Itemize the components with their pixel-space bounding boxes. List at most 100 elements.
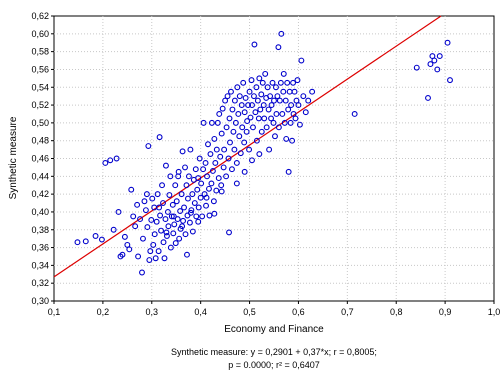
- data-point: [249, 157, 255, 164]
- data-point: [278, 30, 285, 37]
- data-point: [231, 146, 238, 153]
- data-point: [251, 93, 257, 100]
- data-point: [152, 255, 159, 262]
- data-point: [413, 64, 420, 71]
- data-point: [262, 70, 269, 77]
- data-point: [189, 191, 196, 198]
- data-point: [279, 111, 286, 117]
- data-point: [196, 155, 203, 162]
- x-tick-label: 0,2: [97, 307, 110, 317]
- data-point: [156, 204, 163, 211]
- y-tick-label: 0,48: [31, 136, 49, 146]
- data-point: [187, 146, 194, 153]
- y-tick-label: 0,32: [31, 278, 49, 288]
- data-point: [244, 118, 251, 125]
- data-point: [256, 75, 263, 82]
- y-tick-label: 0,42: [31, 189, 49, 199]
- data-point: [223, 173, 230, 180]
- regression-line: [53, 15, 442, 278]
- data-point: [239, 124, 246, 131]
- data-point: [236, 93, 243, 100]
- data-point: [261, 115, 268, 122]
- data-point: [158, 227, 165, 234]
- data-point: [269, 79, 276, 86]
- data-point: [185, 195, 191, 202]
- data-point: [238, 102, 245, 109]
- data-point: [170, 213, 177, 220]
- data-point: [147, 248, 154, 255]
- data-point: [186, 219, 193, 226]
- data-point: [273, 84, 279, 91]
- data-point: [203, 194, 210, 201]
- x-tick-label: 0,7: [341, 307, 354, 317]
- data-point: [192, 166, 199, 173]
- data-point: [153, 218, 160, 225]
- data-point: [251, 41, 258, 48]
- data-point: [189, 228, 196, 235]
- data-point: [260, 102, 267, 109]
- data-point: [140, 235, 146, 242]
- data-point: [427, 61, 434, 68]
- y-tick-label: 0,62: [31, 11, 49, 21]
- fit-line-group: [53, 15, 442, 278]
- data-point: [267, 93, 274, 100]
- y-tick-label: 0,56: [31, 64, 49, 74]
- data-point: [178, 191, 185, 198]
- data-point: [229, 106, 236, 113]
- data-point: [305, 97, 312, 104]
- data-point: [224, 93, 231, 100]
- data-point: [226, 115, 233, 122]
- data-point: [160, 239, 167, 246]
- data-point: [220, 164, 227, 171]
- data-point: [195, 175, 202, 182]
- y-tick-label: 0,50: [31, 118, 49, 128]
- data-point: [425, 94, 431, 101]
- data-point: [447, 77, 453, 84]
- data-point: [264, 84, 271, 91]
- data-point: [227, 139, 233, 146]
- data-point: [444, 39, 451, 46]
- data-point: [144, 224, 151, 231]
- data-point: [259, 79, 266, 86]
- x-axis-title: Economy and Finance: [224, 324, 324, 335]
- data-point: [242, 94, 249, 101]
- y-tick-label: 0,60: [31, 29, 49, 39]
- data-point: [258, 128, 265, 135]
- data-point: [180, 217, 187, 224]
- x-tick-labels: 0,1 0,2 0,3 0,4 0,5 0,6 0,7 0,8 0,9 1,0: [48, 301, 500, 317]
- data-point: [271, 97, 277, 104]
- data-point: [282, 97, 289, 104]
- data-point: [145, 143, 152, 149]
- data-point: [285, 168, 292, 175]
- data-point: [284, 79, 291, 86]
- data-point: [221, 146, 228, 153]
- data-point: [241, 139, 248, 146]
- data-point: [175, 168, 182, 175]
- data-point: [143, 191, 150, 198]
- data-point: [199, 213, 206, 220]
- data-point: [212, 160, 219, 166]
- data-point: [233, 180, 240, 187]
- data-point: [272, 133, 278, 140]
- data-point: [206, 185, 212, 192]
- data-point: [252, 109, 259, 116]
- caption-line-2: p = 0.0000; r² = 0,6407: [228, 360, 320, 370]
- data-point: [256, 151, 263, 157]
- data-point: [154, 191, 161, 198]
- data-point: [229, 166, 235, 173]
- data-point: [188, 207, 195, 214]
- data-point: [292, 115, 299, 122]
- data-point: [151, 231, 158, 238]
- data-point: [149, 195, 156, 202]
- data-point: [213, 146, 220, 153]
- data-point: [233, 160, 240, 166]
- data-point: [161, 255, 168, 262]
- data-point: [434, 66, 441, 73]
- data-point: [289, 137, 296, 144]
- data-point: [137, 216, 143, 223]
- data-point: [237, 150, 244, 157]
- x-tick-label: 0,8: [390, 307, 403, 317]
- data-point: [174, 216, 181, 223]
- y-tick-labels: 0,30 0,32 0,34 0,36 0,38 0,40 0,42 0,44 0,46 0,48…: [31, 11, 54, 306]
- data-point: [207, 151, 214, 157]
